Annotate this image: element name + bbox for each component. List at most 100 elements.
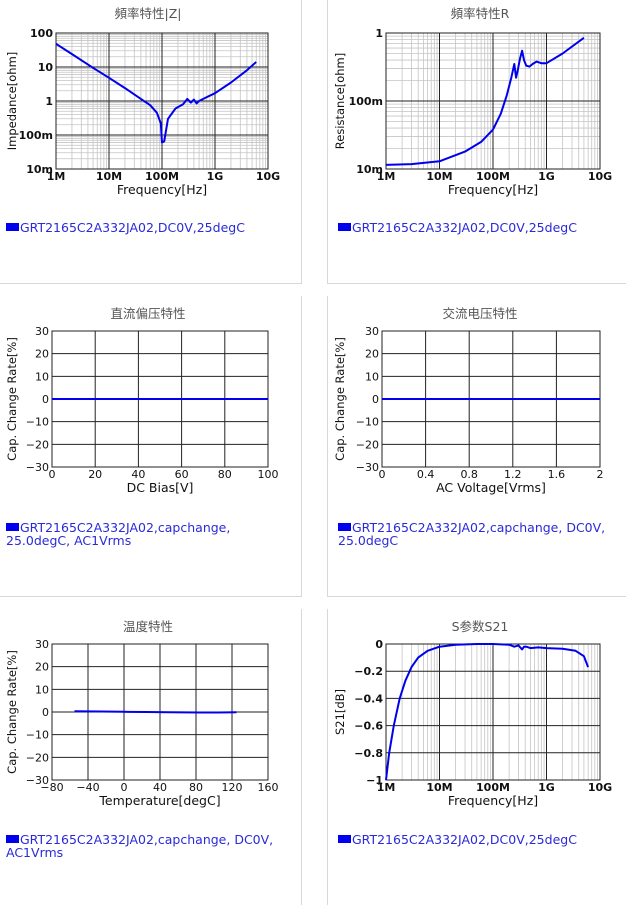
legend-label-line1: GRT2165C2A332JA02,capchange, DC0V, [352, 520, 606, 535]
x-tick-label: 100 [258, 468, 279, 481]
chart-legend: GRT2165C2A332JA02,DC0V,25degC [6, 221, 245, 234]
x-tick-label: 0.8 [460, 468, 478, 481]
x-tick-label: 1.2 [504, 468, 522, 481]
legend-label: GRT2165C2A332JA02,DC0V,25degC [352, 832, 577, 847]
legend-label-line1: GRT2165C2A332JA02,capchange, [20, 520, 231, 535]
x-tick-label: 40 [153, 781, 167, 794]
x-tick-label: −80 [40, 781, 63, 794]
y-tick-label: 0 [375, 638, 383, 651]
x-tick-label: 10G [588, 170, 612, 183]
x-tick-label: 10M [426, 170, 452, 183]
x-tick-label: 100M [145, 170, 179, 183]
chart-panel-impedance: 頻率特性|Z| 1M 10M 100M 1G 10G 10m 100m 1 10 100 Freque… [0, 0, 302, 284]
s21-chart: S参数S21 1M 10M 100M 1G 10G −1 −0.8 −0.6 −0.4 −0.2 0 F… [333, 619, 612, 808]
y-tick-label: −20 [26, 438, 49, 451]
y-tick-label: 30 [35, 638, 49, 651]
x-tick-label: 10M [96, 170, 122, 183]
plot-frame [51, 643, 269, 781]
y-tick-label: 20 [35, 661, 49, 674]
chart-title: 温度特性 [123, 619, 173, 634]
series-line [55, 42, 257, 144]
chart-title: S参数S21 [452, 619, 509, 634]
chart-title: 直流偏压特性 [110, 306, 185, 321]
y-tick-label: 10m [26, 163, 53, 176]
x-tick-label: 1M [377, 170, 396, 183]
y-tick-label: −30 [26, 774, 49, 787]
y-tick-label: 0 [42, 393, 49, 406]
y-tick-label: 1 [45, 95, 53, 108]
x-tick-label: 2 [597, 468, 604, 481]
legend-swatch [338, 523, 351, 531]
legend-swatch [338, 835, 351, 843]
y-tick-label: −0.4 [354, 692, 383, 705]
legend-swatch [6, 523, 19, 531]
x-tick-label: 1M [377, 781, 396, 794]
legend-label: GRT2165C2A332JA02,DC0V,25degC [20, 220, 245, 235]
y-tick-label: 10 [365, 370, 379, 383]
x-tick-label: 1G [207, 170, 224, 183]
x-tick-label: 100M [476, 781, 510, 794]
x-tick-label: 10G [588, 781, 612, 794]
y-tick-label: 10 [35, 683, 49, 696]
x-tick-label: 0.4 [417, 468, 435, 481]
chart-panel-resistance: 頻率特性R 1M 10M 100M 1G 10G 10m 100m 1 Frequency[Hz]… [327, 0, 626, 284]
ac-voltage-chart: 交流电压特性 0 0.4 0.8 1.2 1.6 2 −30 −20 −10 0 10 20 30 AC V… [333, 306, 604, 495]
x-tick-label: −40 [76, 781, 99, 794]
legend-label-line2: 25.0degC [338, 533, 399, 548]
x-axis-label: AC Voltage[Vrms] [436, 480, 546, 495]
y-tick-label: 100 [30, 27, 53, 40]
y-tick-label: −20 [26, 751, 49, 764]
chart-panel-temperature: 温度特性 −80 −40 0 40 80 120 160 −30 −20 −10 0 10 20 30 Tem… [0, 609, 302, 905]
x-tick-label: 1G [538, 170, 555, 183]
legend-swatch [6, 223, 19, 231]
x-tick-label: 0 [121, 781, 128, 794]
y-tick-label: −10 [26, 729, 49, 742]
y-tick-label: 20 [365, 348, 379, 361]
y-tick-label: 0 [42, 706, 49, 719]
x-tick-label: 0 [49, 468, 56, 481]
legend-swatch [6, 835, 19, 843]
chart-legend: GRT2165C2A332JA02,capchange, DC0V, AC1Vrm… [6, 833, 273, 859]
x-tick-label: 10G [256, 170, 280, 183]
legend-label-line2: 25.0degC, AC1Vrms [6, 533, 132, 548]
chart-title: 交流电压特性 [442, 306, 517, 321]
y-tick-label: −30 [26, 461, 49, 474]
x-tick-label: 40 [131, 468, 145, 481]
y-tick-label: −20 [356, 438, 379, 451]
y-tick-label: 0 [372, 393, 379, 406]
x-tick-label: 1M [47, 170, 66, 183]
chart-legend: GRT2165C2A332JA02,capchange, DC0V, 25.0de… [338, 521, 605, 547]
legend-label: GRT2165C2A332JA02,DC0V,25degC [352, 220, 577, 235]
x-axis-label: Temperature[degC] [98, 793, 220, 808]
y-axis-label: Resistance[ohm] [333, 53, 347, 149]
dc-bias-chart: 直流偏压特性 0 20 40 60 80 100 −30 −20 −10 0 10 20 30 DC Bia… [5, 306, 279, 495]
legend-label-line1: GRT2165C2A332JA02,capchange, DC0V, [20, 832, 274, 847]
y-tick-label: 30 [365, 325, 379, 338]
x-tick-label: 0 [379, 468, 386, 481]
y-tick-label: 30 [35, 325, 49, 338]
x-axis-label: Frequency[Hz] [448, 182, 538, 197]
x-tick-label: 120 [222, 781, 243, 794]
x-axis-label: Frequency[Hz] [117, 182, 207, 197]
y-axis-label: Cap. Change Rate[%] [333, 337, 347, 461]
y-tick-label: 1 [375, 27, 383, 40]
y-tick-label: −30 [356, 461, 379, 474]
resistance-chart: 頻率特性R 1M 10M 100M 1G 10G 10m 100m 1 Frequency[Hz]… [333, 6, 612, 197]
chart-title: 頻率特性R [451, 6, 510, 21]
x-tick-label: 1G [538, 781, 555, 794]
chart-panel-dc-bias: 直流偏压特性 0 20 40 60 80 100 −30 −20 −10 0 10 20 30 DC Bia… [0, 296, 302, 597]
legend-label-line2: AC1Vrms [6, 845, 64, 860]
y-tick-label: 100m [19, 129, 53, 142]
y-axis-label: Cap. Change Rate[%] [5, 337, 19, 461]
legend-swatch [338, 223, 351, 231]
y-axis-label: Impedance[ohm] [5, 52, 19, 151]
chart-legend: GRT2165C2A332JA02,DC0V,25degC [338, 221, 577, 234]
y-axis-label: S21[dB] [333, 689, 347, 735]
y-tick-label: 10m [356, 163, 383, 176]
chart-legend: GRT2165C2A332JA02,capchange, 25.0degC, AC… [6, 521, 230, 547]
y-tick-label: −10 [26, 416, 49, 429]
plot-frame [385, 32, 601, 170]
impedance-chart: 頻率特性|Z| 1M 10M 100M 1G 10G 10m 100m 1 10 100 Freque… [5, 6, 280, 197]
temperature-chart: 温度特性 −80 −40 0 40 80 120 160 −30 −20 −10 0 10 20 30 Tem… [5, 619, 279, 808]
chart-panel-ac-voltage: 交流电压特性 0 0.4 0.8 1.2 1.6 2 −30 −20 −10 0 10 20 30 AC V… [327, 296, 626, 597]
